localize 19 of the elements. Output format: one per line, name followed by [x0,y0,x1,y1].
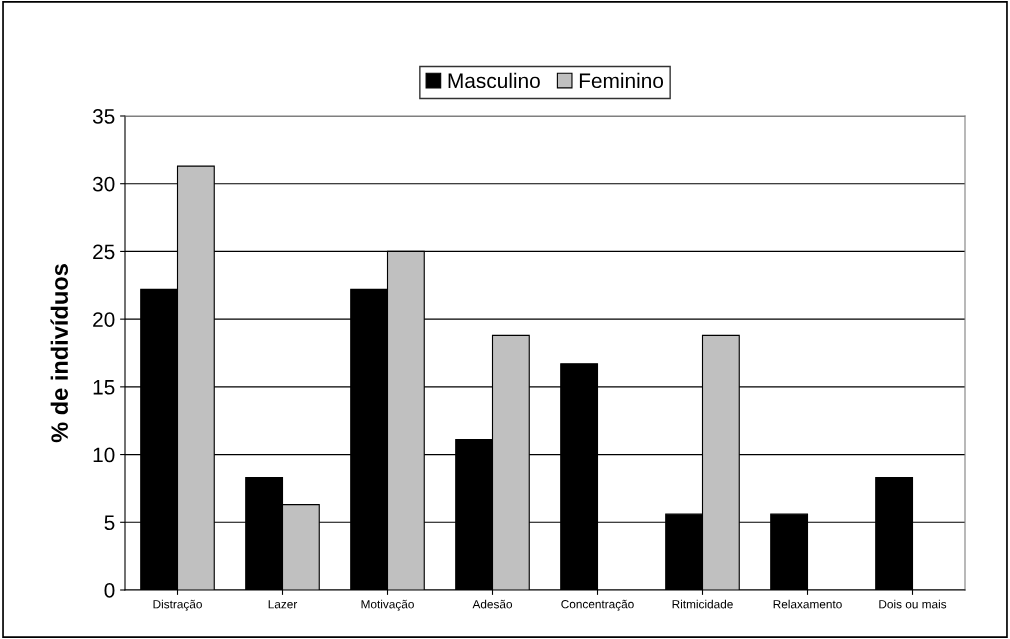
y-tick-label: 35 [92,109,115,124]
legend-label: Feminino [579,72,664,89]
x-tick-label: Concentração [561,599,634,611]
y-tick-label: 15 [93,380,115,395]
y-tick-label: 20 [93,312,115,327]
legend-label: Masculino [448,72,540,89]
x-tick-label: Relaxamento [773,599,842,609]
y-tick-label: 25 [93,244,115,260]
x-tick-label: Motivação [361,599,414,611]
y-axis-title: % de indivíduos [50,264,68,443]
x-tick-label: Distração [153,599,202,611]
x-tick-label: Lazer [268,600,298,609]
y-tick-label: 5 [104,515,115,531]
x-tick-label: Dois ou mais [879,599,947,609]
x-tick-label: Adesão [472,599,513,609]
x-tick-label: Ritmicidade [672,599,733,609]
y-tick-label: 30 [92,176,115,192]
y-tick-label: 10 [93,447,115,463]
y-tick-label: 0 [104,583,115,598]
